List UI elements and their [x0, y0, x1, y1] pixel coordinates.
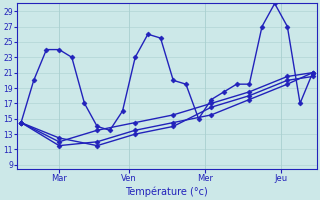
X-axis label: Température (°c): Température (°c) [125, 186, 208, 197]
